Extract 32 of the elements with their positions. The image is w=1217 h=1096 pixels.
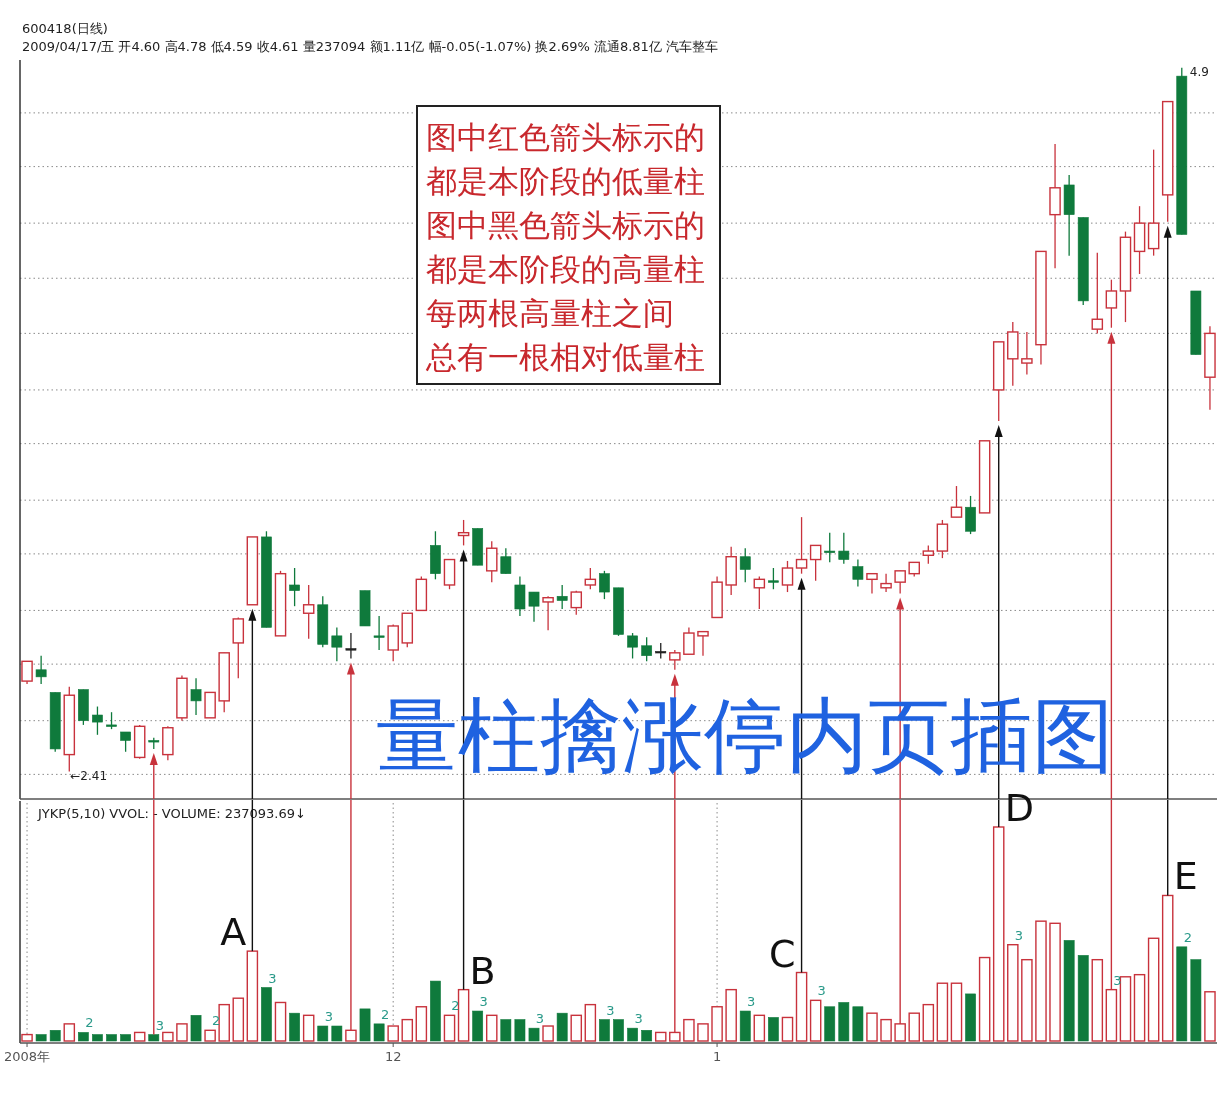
annotation: 图中红色箭头标示的 bbox=[426, 119, 705, 155]
annotation: 3 bbox=[535, 1011, 545, 1027]
x-tick-label: 12 bbox=[384, 1049, 402, 1064]
annotation: 3 bbox=[479, 994, 488, 1010]
chart-subtitle: 2009/04/17/五 开4.60 高4.78 低4.59 收4.61 量237094 额1.11亿 幅-0.05(-1.07%) 换2.69% 流通8.81亿 汽车整车 bbox=[22, 39, 718, 54]
chart-title: 600418(日线) bbox=[22, 21, 108, 36]
annotation: ←2.41 bbox=[70, 768, 108, 783]
x-tick-label: 1 bbox=[712, 1049, 722, 1064]
annotation: 都是本阶段的高量柱 bbox=[426, 251, 705, 287]
x-tick-label: 2008年 bbox=[3, 1049, 51, 1064]
annotation: 4.9 bbox=[1189, 64, 1209, 79]
annotation: E bbox=[1173, 854, 1198, 899]
annotation: 3 bbox=[634, 1011, 643, 1027]
annotation: A bbox=[220, 910, 247, 955]
annotation: 3 bbox=[606, 1002, 615, 1018]
annotation: 图中黑色箭头标示的 bbox=[426, 207, 705, 243]
annotation: 总有一根相对低量柱 bbox=[425, 339, 705, 375]
annotation: 2 bbox=[85, 1015, 94, 1031]
annotation: B bbox=[469, 948, 496, 993]
annotation: 3 bbox=[324, 1009, 333, 1025]
annotation: 3 bbox=[817, 983, 826, 999]
annotation: C bbox=[769, 931, 796, 976]
annotation: 2 bbox=[380, 1006, 390, 1022]
annotation: 3 bbox=[747, 994, 756, 1010]
annotation: D bbox=[1004, 786, 1034, 830]
annotation: 3 bbox=[268, 970, 277, 986]
annotation: 每两根高量柱之间 bbox=[426, 295, 674, 331]
annotation: 都是本阶段的低量柱 bbox=[426, 163, 705, 199]
annotation: 3 bbox=[155, 1017, 164, 1033]
annotation: 2 bbox=[211, 1013, 221, 1029]
annotation: 3 bbox=[1014, 927, 1023, 943]
annotation: 2 bbox=[1183, 929, 1192, 945]
